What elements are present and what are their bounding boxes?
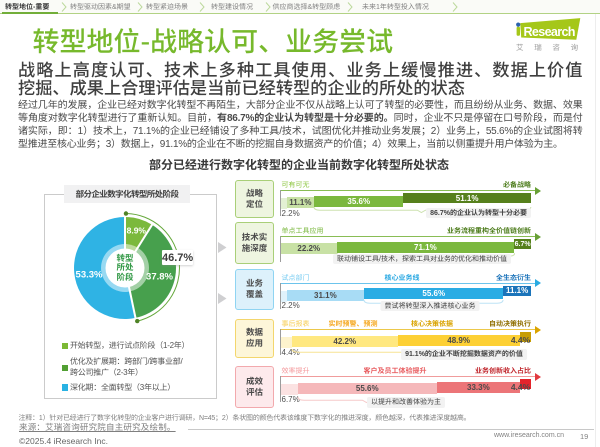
svg-text:37.8%: 37.8% — [146, 271, 173, 282]
svg-text:8.9%: 8.9% — [127, 226, 147, 236]
svg-text:Research: Research — [524, 25, 576, 39]
svg-text:53.3%: 53.3% — [76, 270, 103, 281]
